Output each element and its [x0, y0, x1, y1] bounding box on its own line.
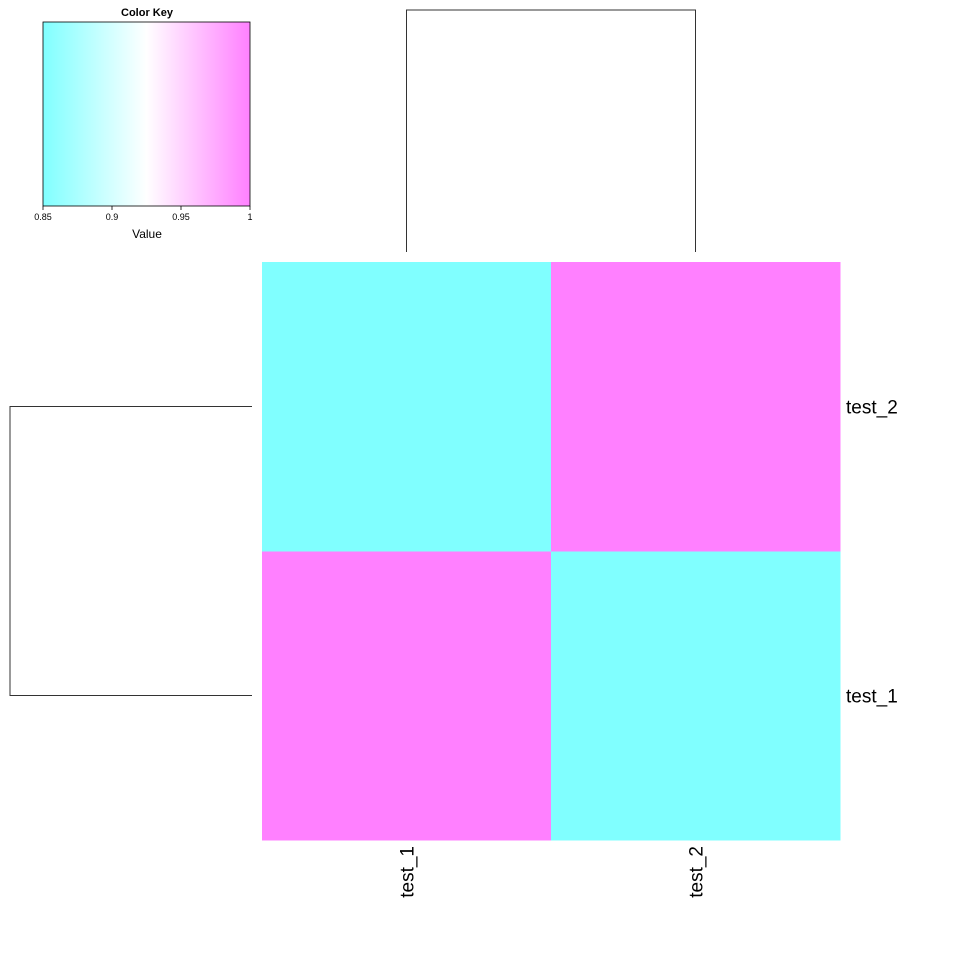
color-key-tick-label: 0.9 [106, 212, 119, 222]
color-key-title: Color Key [121, 7, 174, 19]
column-dendrogram-branch [406, 9, 696, 252]
heatmap-cell [551, 551, 841, 841]
row-labels: test_1 test_2 [846, 398, 898, 708]
color-key-xlabel: Value [132, 227, 162, 241]
column-label: test_2 [687, 846, 708, 898]
column-label: test_1 [398, 846, 419, 898]
color-key-tick-label: 1 [247, 212, 252, 222]
color-key: Color Key 0.85 0.9 0.95 1 Value [34, 7, 252, 241]
color-key-tick-label: 0.85 [34, 212, 52, 222]
heatmap-cell [262, 551, 552, 841]
row-dendrogram-branch [9, 406, 252, 696]
heatmap-cell [262, 262, 552, 552]
column-dendrogram [406, 9, 696, 252]
color-key-tick-label: 0.95 [172, 212, 190, 222]
heatmap-cell [551, 262, 841, 552]
row-label: test_2 [846, 398, 898, 419]
color-key-gradient [42, 21, 251, 207]
column-labels: test_1 test_2 [398, 846, 708, 898]
heatmap-cells [262, 262, 841, 841]
color-key-axis: 0.85 0.9 0.95 1 [34, 206, 253, 222]
row-label: test_1 [846, 687, 898, 708]
row-dendrogram [9, 406, 252, 696]
